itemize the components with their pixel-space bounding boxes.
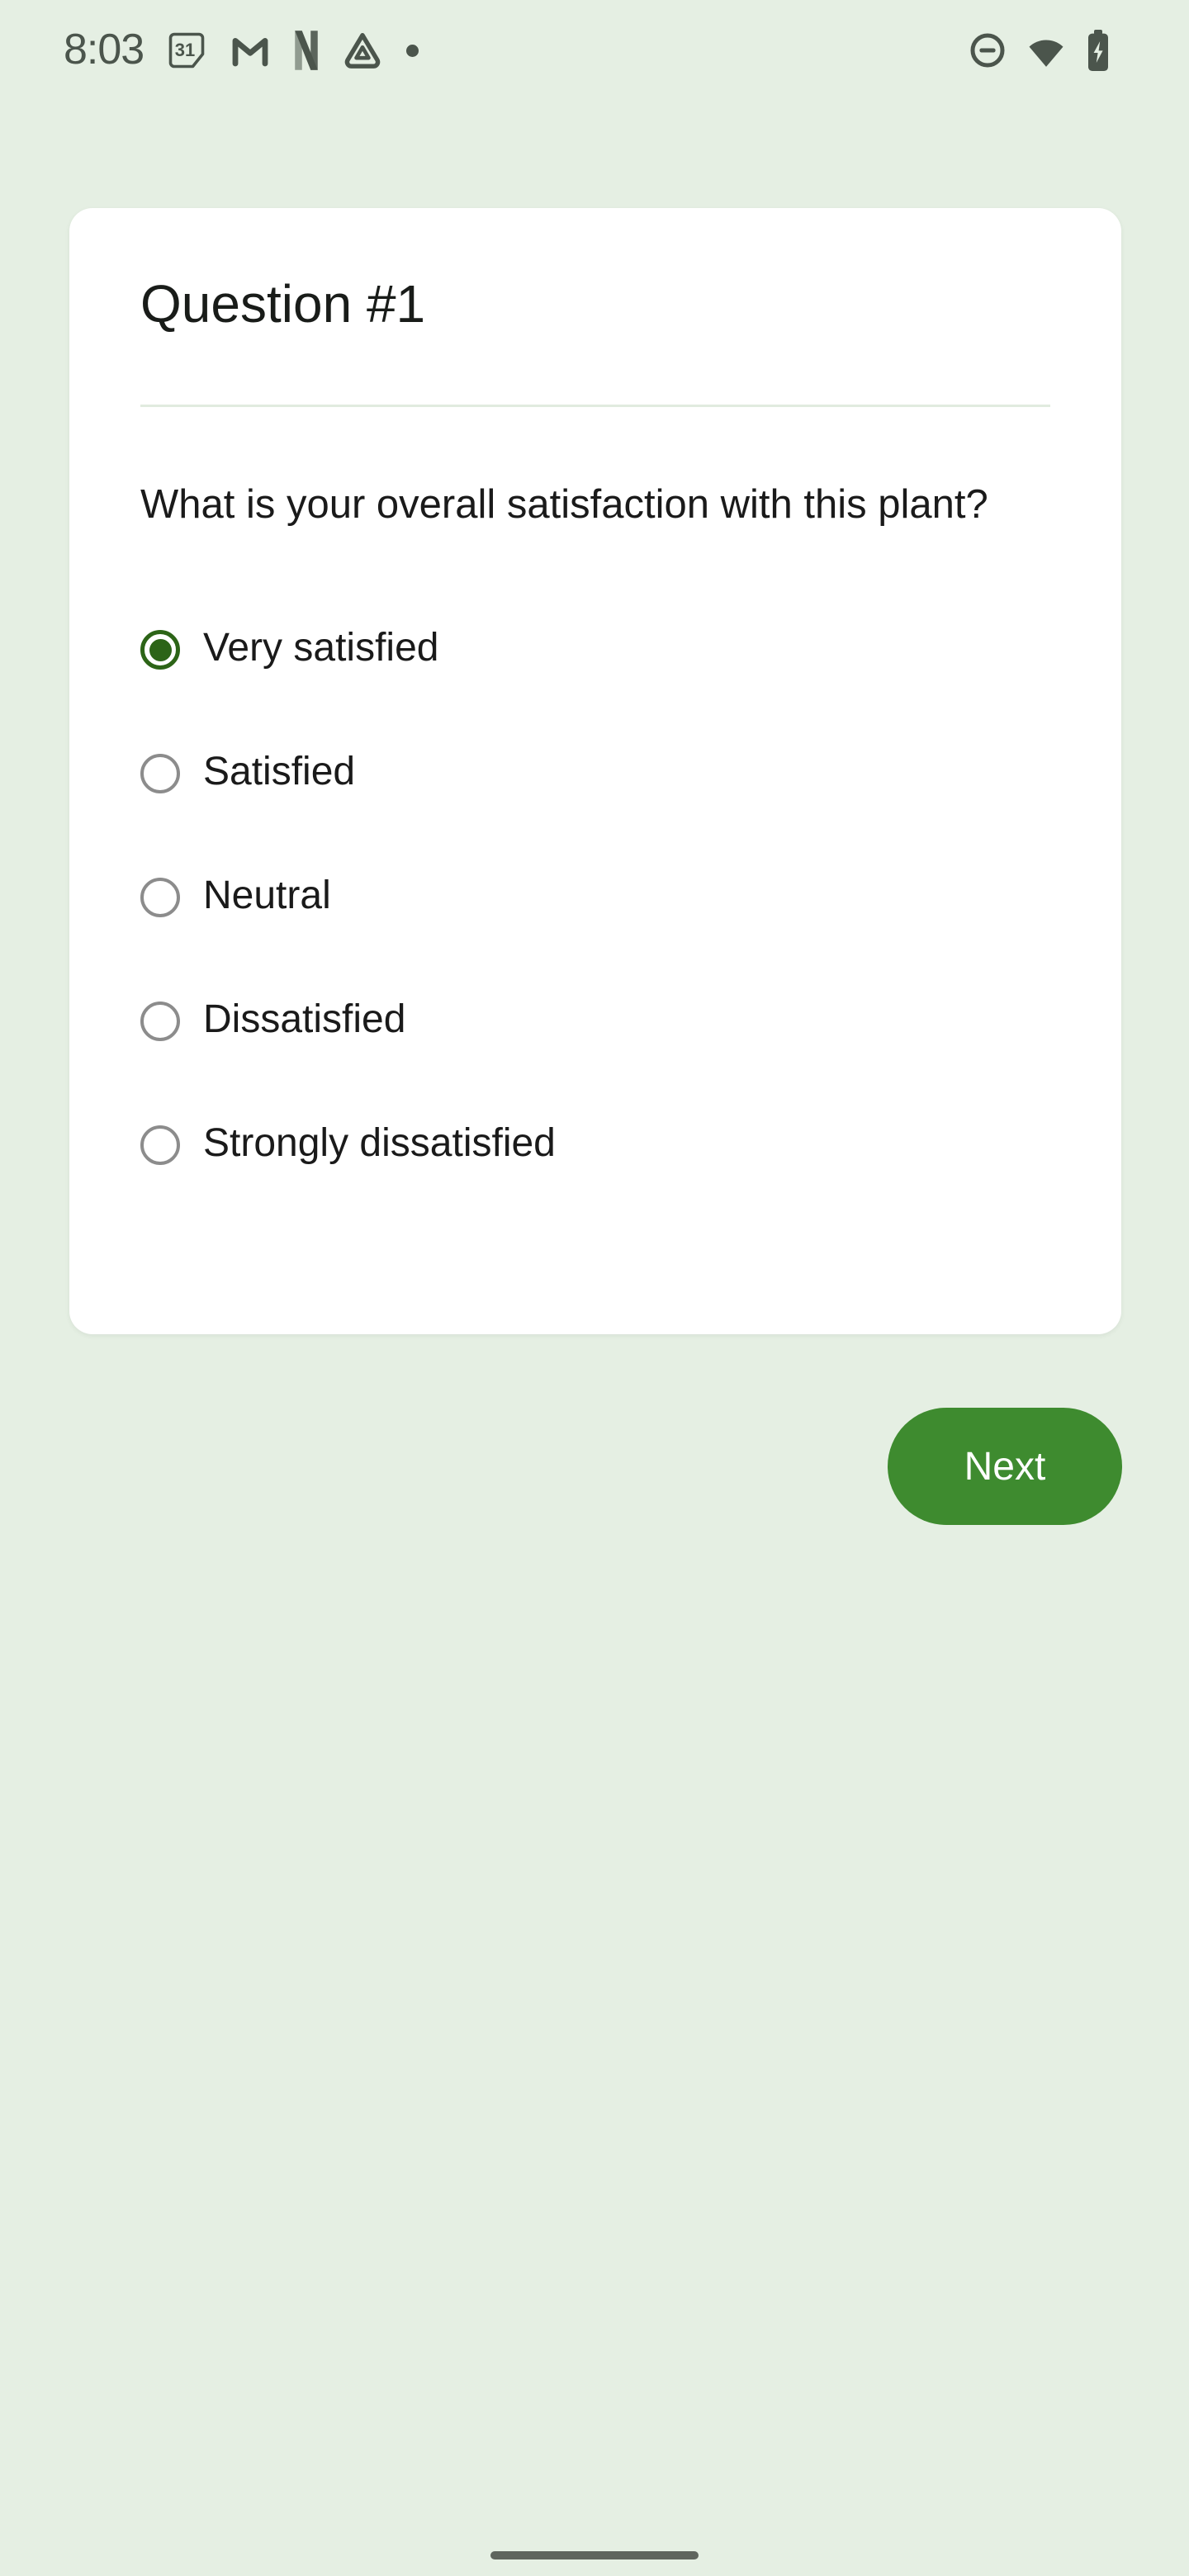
options-list: Very satisfied Satisfied Neutral Dissati… xyxy=(140,626,1050,1165)
gesture-handle[interactable] xyxy=(490,2551,699,2559)
radio-option-dissatisfied[interactable]: Dissatisfied xyxy=(140,997,1050,1041)
status-bar-right xyxy=(969,29,1111,72)
next-button[interactable]: Next xyxy=(888,1408,1122,1525)
option-label: Satisfied xyxy=(203,750,356,793)
option-label: Very satisfied xyxy=(203,626,439,670)
gmail-icon xyxy=(230,31,271,70)
option-label: Dissatisfied xyxy=(203,997,406,1041)
drive-icon xyxy=(342,31,383,69)
battery-charging-icon xyxy=(1086,29,1111,72)
radio-unselected-icon xyxy=(140,754,180,793)
question-text: What is your overall satisfaction with t… xyxy=(140,482,988,527)
radio-selected-icon xyxy=(140,630,180,670)
calendar-icon: 31 xyxy=(167,31,206,70)
divider xyxy=(140,405,1050,407)
status-bar-left: 8:03 31 xyxy=(64,26,419,73)
netflix-icon xyxy=(294,30,319,71)
status-bar: 8:03 31 xyxy=(0,0,1189,92)
notification-overflow-dot xyxy=(406,44,419,57)
question-title: Question #1 xyxy=(140,274,426,334)
radio-unselected-icon xyxy=(140,1125,180,1165)
status-time: 8:03 xyxy=(64,26,144,73)
radio-option-neutral[interactable]: Neutral xyxy=(140,874,1050,917)
radio-option-strongly-dissatisfied[interactable]: Strongly dissatisfied xyxy=(140,1121,1050,1165)
question-card: Question #1 What is your overall satisfa… xyxy=(69,208,1121,1334)
radio-option-very-satisfied[interactable]: Very satisfied xyxy=(140,626,1050,670)
option-label: Neutral xyxy=(203,874,331,917)
radio-unselected-icon xyxy=(140,878,180,917)
wifi-icon xyxy=(1025,31,1068,69)
radio-unselected-icon xyxy=(140,1002,180,1041)
radio-option-satisfied[interactable]: Satisfied xyxy=(140,750,1050,793)
option-label: Strongly dissatisfied xyxy=(203,1121,556,1165)
svg-text:31: 31 xyxy=(175,40,195,60)
do-not-disturb-icon xyxy=(969,31,1007,69)
